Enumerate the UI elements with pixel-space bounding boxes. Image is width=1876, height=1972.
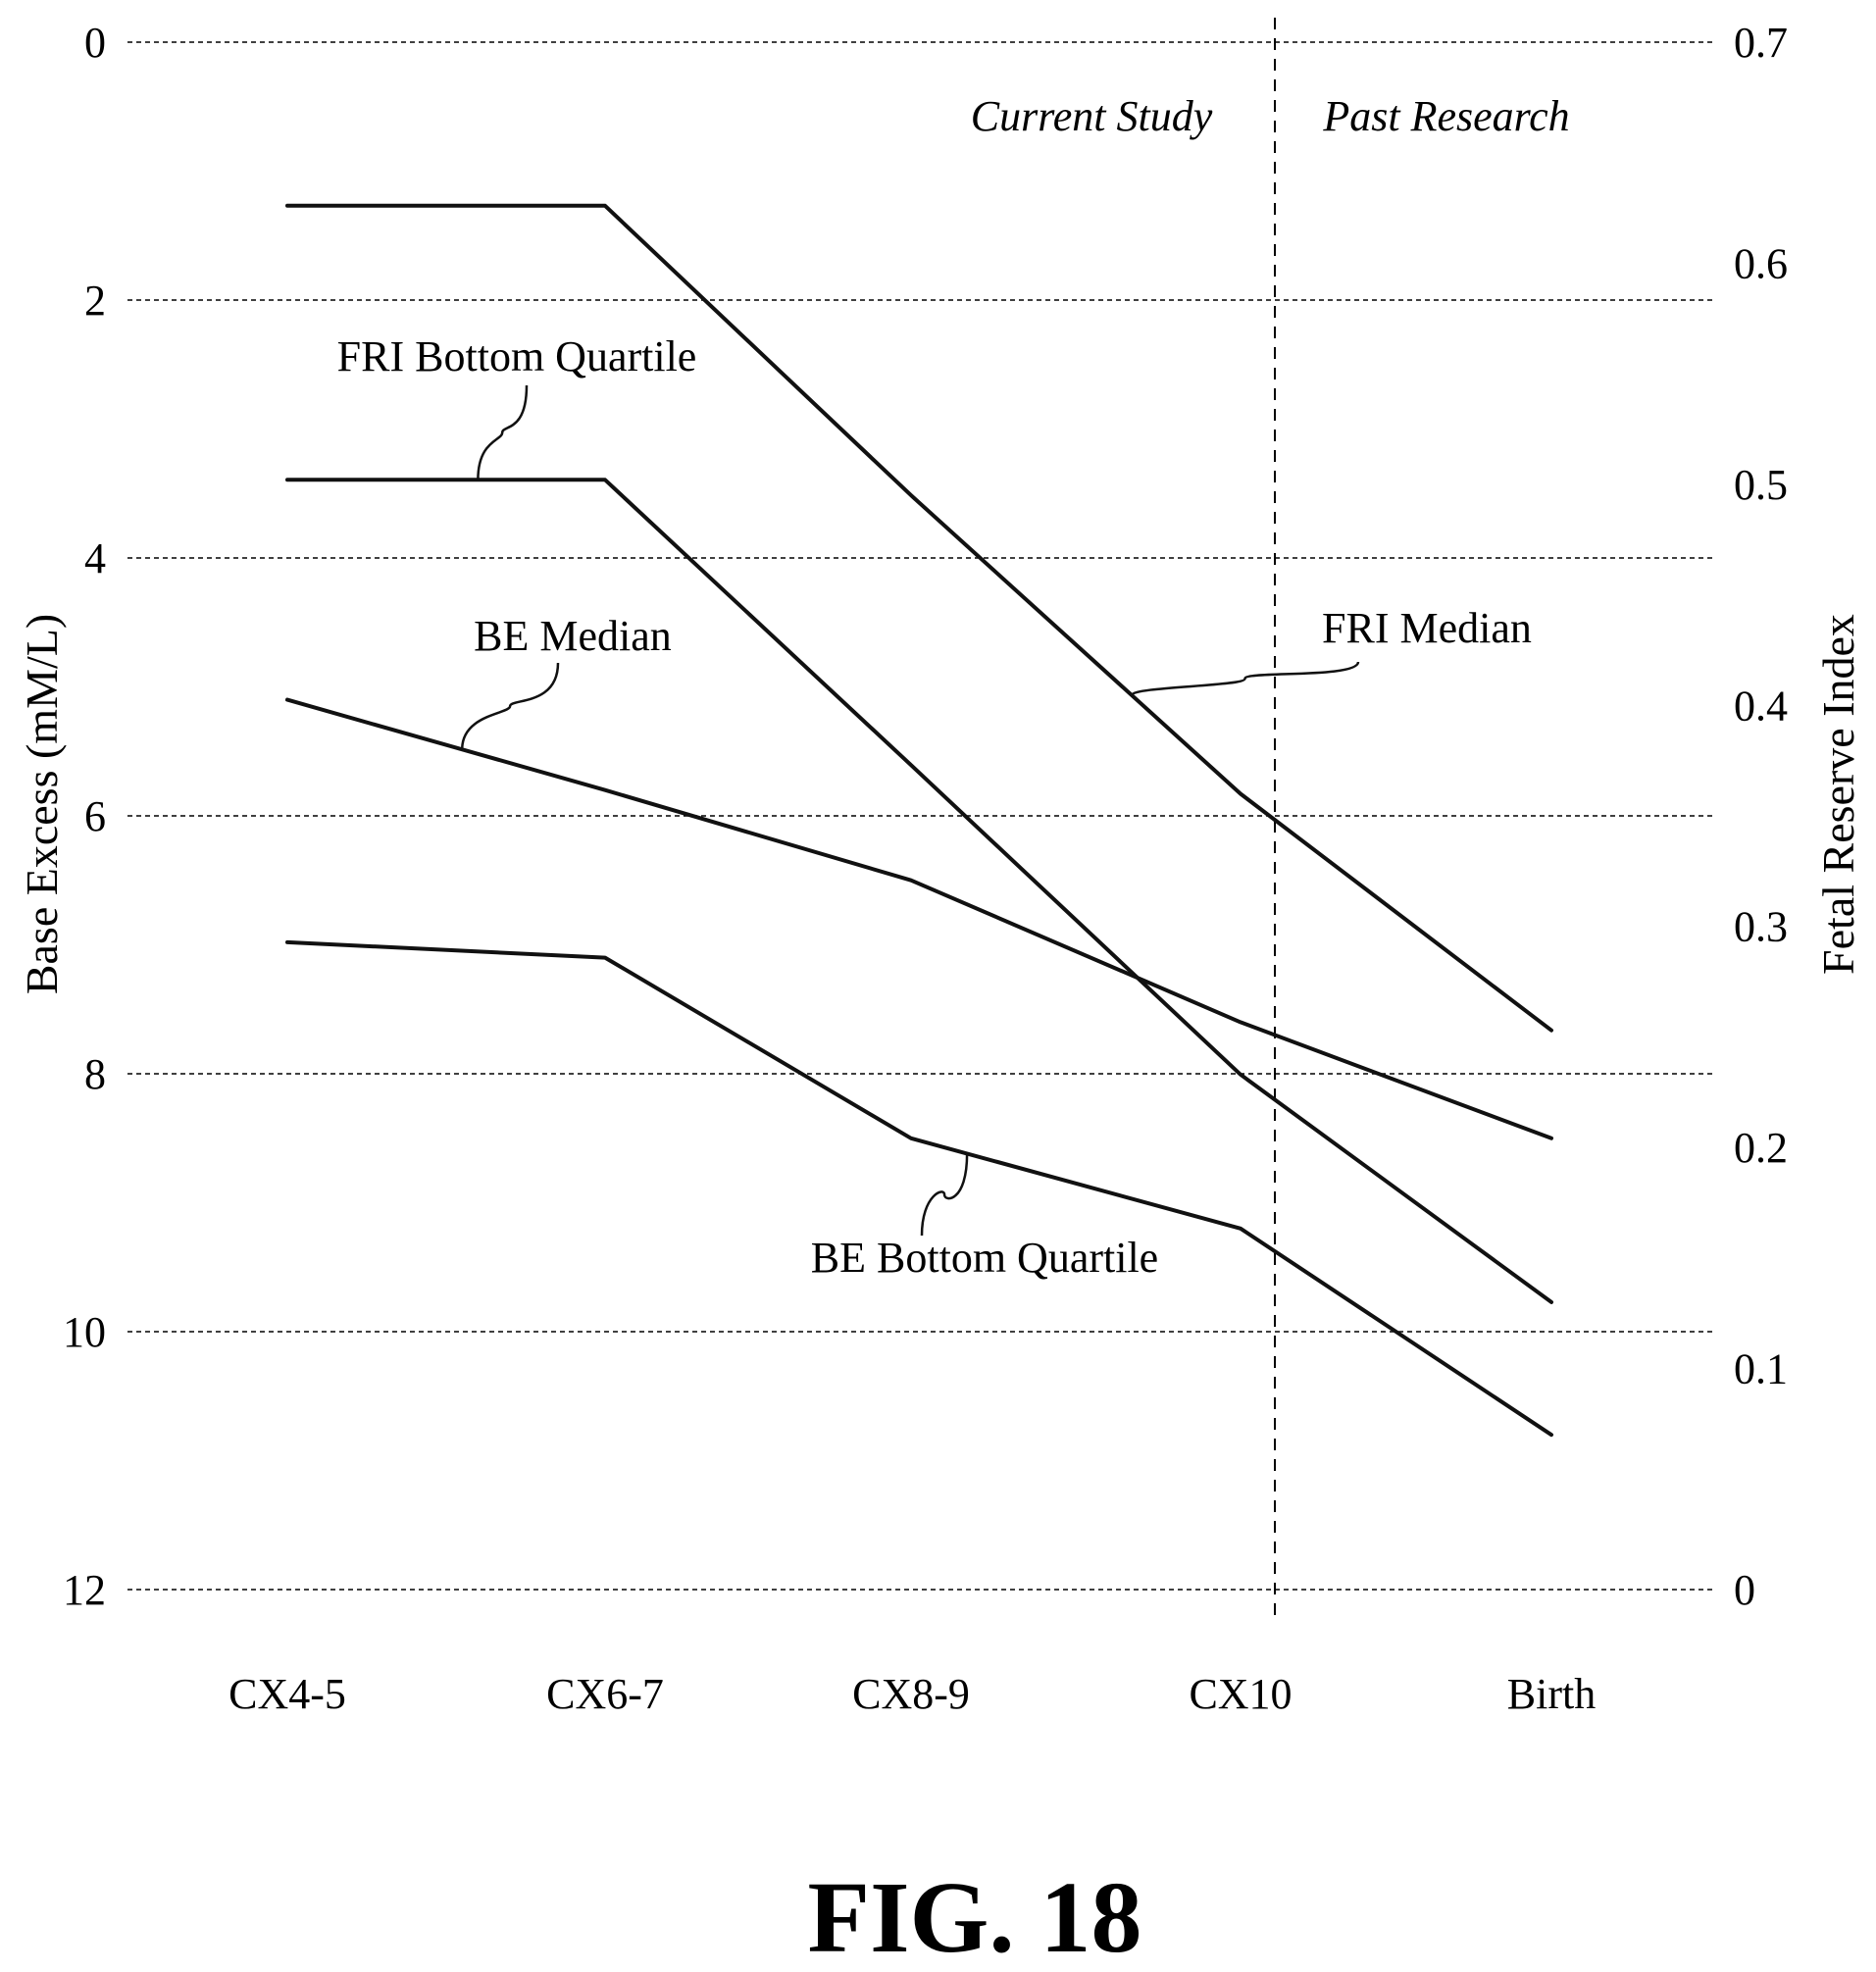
- region-label-past: Past Research: [1322, 92, 1569, 140]
- left-tick-label: 8: [84, 1050, 106, 1098]
- right-tick-label: 0.3: [1734, 903, 1788, 951]
- right-tick-label: 0: [1734, 1566, 1755, 1614]
- left-tick-label: 2: [84, 277, 106, 325]
- left-tick-label: 0: [84, 19, 106, 67]
- x-tick-label: CX10: [1189, 1670, 1292, 1718]
- left-tick-label: 4: [84, 534, 106, 582]
- right-tick-label: 0.2: [1734, 1124, 1788, 1172]
- right-axis-ticks: 0 0.1 0.2 0.3 0.4 0.5 0.6 0.7: [1734, 19, 1788, 1614]
- left-axis-ticks: 0 2 4 6 8 10 12: [63, 19, 106, 1614]
- right-tick-label: 0.1: [1734, 1345, 1788, 1393]
- right-tick-label: 0.6: [1734, 239, 1788, 287]
- series-label-fri-bottom-quartile: FRI Bottom Quartile: [337, 332, 697, 380]
- right-tick-label: 0.7: [1734, 19, 1788, 67]
- series-line-be-median: [285, 697, 1553, 1140]
- series-label-be-bottom-quartile: BE Bottom Quartile: [811, 1234, 1158, 1282]
- series-line-fri-bottom-quartile: [285, 478, 1553, 1304]
- series-lines: [285, 203, 1553, 1438]
- series-line-fri-median: [285, 203, 1553, 1033]
- left-axis-title: Base Excess (mM/L): [17, 614, 67, 994]
- figure-label: FIG. 18: [808, 1861, 1142, 1972]
- right-tick-label: 0.4: [1734, 682, 1788, 730]
- series-label-fri-median: FRI Median: [1322, 604, 1532, 652]
- series-line-be-bottom-quartile: [285, 939, 1553, 1438]
- x-tick-label: CX4-5: [228, 1670, 346, 1718]
- leader-be-bottom-quartile: [920, 1153, 969, 1237]
- x-axis-ticks: CX4-5 CX6-7 CX8-9 CX10 Birth: [228, 1670, 1596, 1718]
- leader-fri-bottom-quartile: [477, 384, 529, 480]
- x-tick-label: CX6-7: [546, 1670, 664, 1718]
- x-tick-label: Birth: [1507, 1670, 1596, 1718]
- leader-be-median: [460, 662, 560, 750]
- left-tick-label: 10: [63, 1308, 106, 1356]
- right-tick-label: 0.5: [1734, 461, 1788, 509]
- x-tick-label: CX8-9: [852, 1670, 970, 1718]
- label-leaders: [460, 384, 1360, 1237]
- right-axis-title: Fetal Reserve Index: [1813, 614, 1863, 975]
- grid-lines: [127, 41, 1714, 1591]
- left-tick-label: 6: [84, 792, 106, 840]
- region-label-current: Current Study: [971, 92, 1213, 140]
- leader-fri-median: [1130, 661, 1360, 697]
- left-tick-label: 12: [63, 1566, 106, 1614]
- series-label-be-median: BE Median: [474, 612, 672, 660]
